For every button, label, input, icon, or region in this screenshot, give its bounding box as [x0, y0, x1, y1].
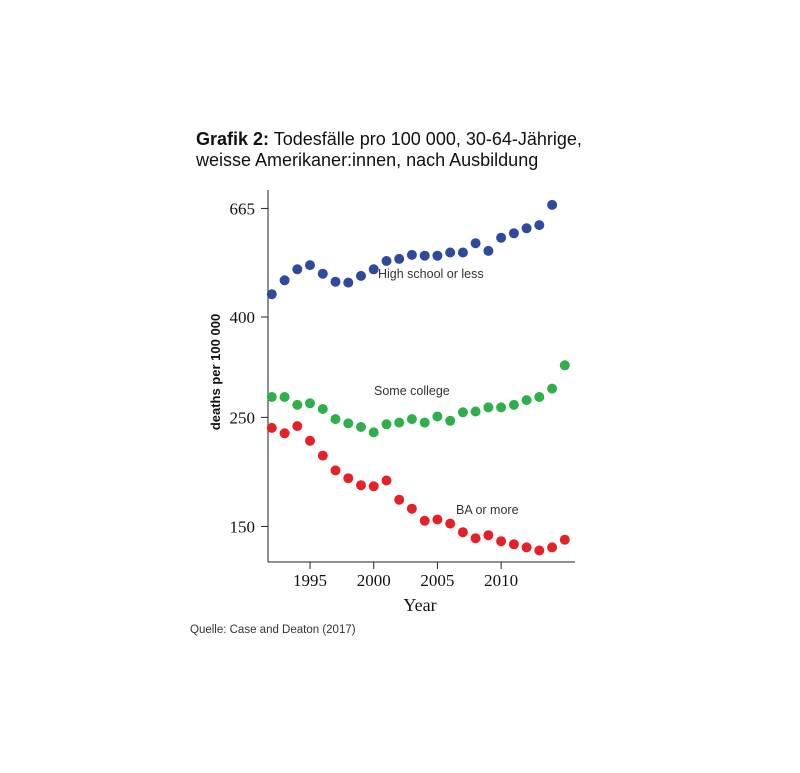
- data-point-ba: [521, 542, 532, 553]
- data-point-ba: [305, 435, 315, 446]
- title-line2: weisse Amerikaner:innen, nach Ausbildung: [196, 150, 539, 170]
- data-point-some_college: [266, 392, 277, 402]
- data-point-ba: [508, 539, 519, 550]
- data-point-ba: [457, 527, 468, 538]
- data-point-ba: [419, 515, 430, 526]
- data-point-some_college: [305, 398, 315, 409]
- series-label-ba: BA or more: [456, 503, 519, 517]
- data-point-some_college: [445, 415, 456, 426]
- data-point-high_school: [534, 220, 545, 231]
- data-point-high_school: [305, 260, 315, 271]
- x-tick-label: 2005: [420, 571, 454, 590]
- data-point-some_college: [547, 383, 558, 394]
- data-point-high_school: [292, 264, 303, 275]
- data-point-some_college: [330, 414, 341, 425]
- data-point-ba: [432, 514, 443, 525]
- data-point-ba: [559, 534, 570, 545]
- data-point-some_college: [356, 422, 366, 432]
- data-point-some_college: [394, 417, 405, 428]
- data-point-some_college: [534, 392, 545, 402]
- chart-title: Grafik 2: Todesfälle pro 100 000, 30-64-…: [196, 129, 636, 171]
- data-point-ba: [496, 536, 507, 547]
- data-point-high_school: [317, 268, 328, 279]
- data-point-some_college: [559, 360, 570, 371]
- data-point-high_school: [483, 245, 494, 256]
- data-point-ba: [381, 475, 392, 486]
- data-point-some_college: [419, 417, 430, 428]
- x-tick-label: 2010: [484, 571, 518, 590]
- data-point-ba: [534, 545, 545, 556]
- data-point-ba: [292, 421, 303, 432]
- y-axis-title: deaths per 100 000: [208, 314, 223, 430]
- data-point-high_school: [394, 253, 405, 264]
- data-point-some_college: [496, 402, 507, 413]
- data-point-high_school: [356, 270, 366, 281]
- data-point-high_school: [406, 249, 417, 260]
- x-tick-label: 1995: [293, 571, 327, 590]
- data-point-ba: [406, 503, 417, 514]
- data-point-high_school: [457, 247, 468, 258]
- series-label-some_college: Some college: [374, 384, 450, 398]
- data-point-high_school: [368, 264, 379, 275]
- data-point-ba: [394, 494, 405, 505]
- data-point-high_school: [521, 223, 532, 234]
- data-point-some_college: [381, 419, 392, 430]
- data-point-ba: [317, 450, 328, 461]
- data-point-ba: [470, 533, 481, 544]
- y-tick-label: 250: [230, 408, 256, 427]
- data-point-some_college: [508, 399, 519, 410]
- y-tick-label: 665: [230, 199, 256, 218]
- data-point-some_college: [406, 414, 417, 425]
- data-point-ba: [368, 481, 379, 492]
- data-point-high_school: [508, 228, 519, 239]
- data-point-high_school: [381, 256, 392, 266]
- title-text: Todesfälle pro 100 000, 30-64-Jährige,: [269, 129, 582, 149]
- data-point-some_college: [343, 418, 354, 429]
- data-point-ba: [547, 542, 558, 553]
- data-point-ba: [266, 422, 277, 433]
- data-point-some_college: [521, 395, 532, 406]
- data-point-high_school: [432, 250, 443, 261]
- data-point-high_school: [547, 199, 558, 210]
- x-axis-title: Year: [403, 595, 436, 615]
- data-point-high_school: [266, 289, 277, 300]
- data-point-some_college: [279, 392, 290, 402]
- data-point-ba: [330, 465, 341, 476]
- data-point-some_college: [317, 404, 328, 414]
- title-label: Grafik 2:: [196, 129, 270, 149]
- data-point-ba: [356, 480, 366, 491]
- data-point-high_school: [496, 232, 507, 243]
- data-point-some_college: [457, 407, 468, 418]
- data-point-some_college: [470, 406, 481, 417]
- data-point-high_school: [470, 238, 481, 249]
- data-point-high_school: [330, 276, 341, 287]
- data-point-high_school: [343, 277, 354, 288]
- data-point-ba: [279, 428, 290, 439]
- series-label-high_school: High school or less: [378, 267, 484, 281]
- data-point-high_school: [279, 275, 290, 286]
- data-point-high_school: [419, 250, 430, 261]
- source-note: Quelle: Case and Deaton (2017): [190, 624, 356, 636]
- x-tick-label: 2000: [357, 571, 391, 590]
- y-tick-label: 400: [230, 308, 256, 327]
- data-point-some_college: [368, 427, 379, 438]
- y-tick-label: 150: [230, 517, 256, 536]
- data-point-ba: [445, 518, 456, 529]
- data-point-ba: [483, 530, 494, 541]
- data-point-some_college: [432, 411, 443, 422]
- data-point-some_college: [292, 399, 303, 410]
- data-point-some_college: [483, 402, 494, 413]
- data-point-high_school: [445, 247, 456, 258]
- data-point-ba: [343, 473, 354, 484]
